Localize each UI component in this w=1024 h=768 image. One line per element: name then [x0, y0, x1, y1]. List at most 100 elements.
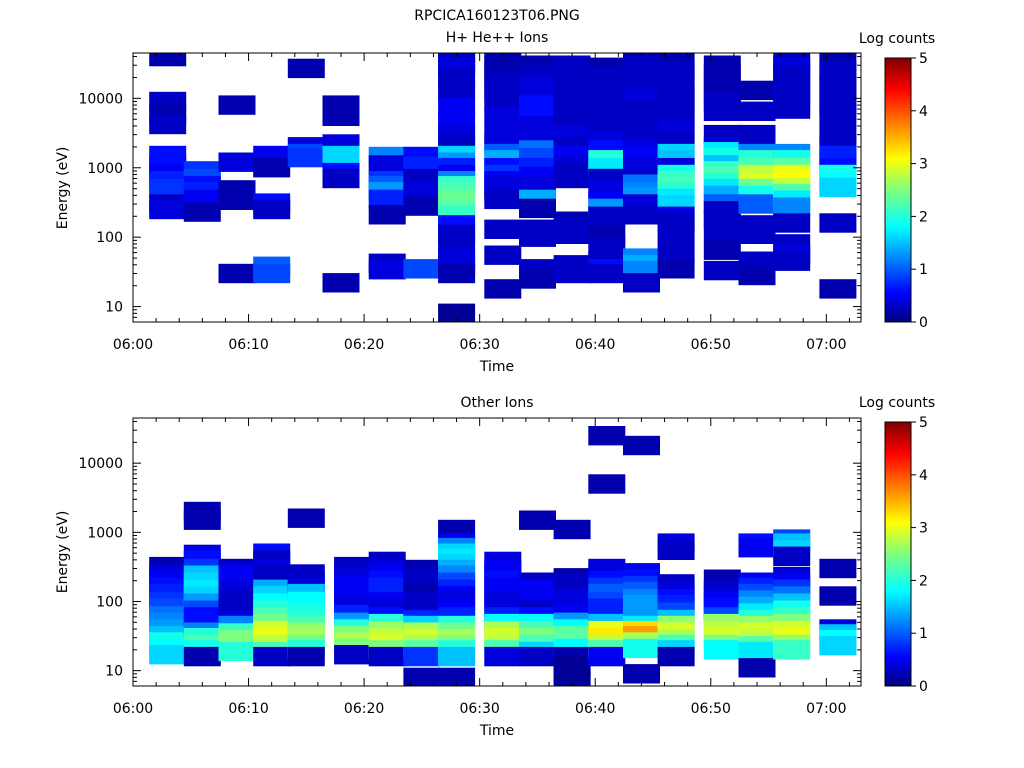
heatmap-cell — [369, 647, 406, 666]
x-tick-label: 06:30 — [459, 701, 499, 717]
y-axis-label: Energy (eV) — [55, 511, 71, 594]
colorbar-label: Log counts — [859, 31, 935, 47]
colorbar-gradient — [885, 58, 911, 322]
x-tick-label: 07:00 — [806, 337, 846, 353]
x-tick-label: 06:50 — [691, 701, 731, 717]
heatmap-cell — [219, 191, 256, 210]
y-tick-label: 1000 — [87, 161, 123, 177]
colorbar-tick-label: 3 — [919, 521, 928, 537]
colorbar-tick-label: 1 — [919, 262, 928, 278]
heatmap-cell — [253, 264, 290, 283]
heatmap-cell — [288, 59, 325, 78]
colorbar-tick-label: 1 — [919, 626, 928, 642]
heatmap-cells — [149, 426, 856, 686]
x-tick-label: 06:40 — [575, 701, 615, 717]
heatmap-cell — [623, 664, 660, 683]
heatmap-cell — [739, 266, 776, 285]
heatmap-cell — [588, 426, 625, 445]
heatmap-cell — [773, 547, 810, 566]
heatmap-cell — [819, 178, 856, 197]
y-tick-label: 10000 — [78, 456, 123, 472]
heatmap-cell — [484, 246, 521, 265]
heatmap-cell — [323, 146, 360, 165]
x-tick-label: 06:00 — [113, 337, 153, 353]
heatmap-cell — [219, 642, 256, 661]
colorbar: Log counts 012345 — [859, 31, 935, 331]
heatmap-cell — [149, 53, 186, 66]
heatmap-cell — [438, 647, 475, 666]
heatmap-cell — [519, 511, 556, 530]
heatmap-cell — [519, 269, 556, 288]
heatmap-cell — [403, 592, 440, 611]
x-tick-label: 06:50 — [691, 337, 731, 353]
heatmap-cell — [484, 107, 521, 126]
colorbar-ticks: 012345 — [911, 51, 928, 331]
heatmap-cell — [369, 260, 406, 279]
heatmap-cell — [819, 279, 856, 298]
heatmap-cell — [288, 647, 325, 666]
heatmap-cell — [288, 148, 325, 167]
heatmap-cell — [253, 200, 290, 219]
heatmap-cell — [739, 658, 776, 677]
figure-title: RPCICA160123T06.PNG — [414, 8, 579, 24]
heatmap-cell — [149, 115, 186, 134]
y-tick-label: 10 — [105, 300, 123, 316]
heatmap-cell — [484, 220, 521, 239]
heatmap-cell — [739, 225, 776, 244]
heatmap-cell — [149, 645, 186, 664]
heatmap-cell — [438, 81, 475, 100]
heatmap-cell — [739, 125, 776, 144]
colorbar: Log counts 012345 — [859, 395, 935, 695]
heatmap-cell — [658, 259, 695, 278]
heatmap-cell — [773, 99, 810, 118]
heatmap-cell — [658, 647, 695, 666]
y-tick-label: 1000 — [87, 525, 123, 541]
heatmap-cell — [704, 102, 741, 121]
heatmap-cell — [253, 647, 290, 666]
heatmap-cell — [219, 264, 256, 283]
colorbar-tick-label: 0 — [919, 315, 928, 331]
heatmap-cell — [149, 200, 186, 219]
heatmap-cell — [739, 102, 776, 121]
heatmap-cell — [588, 264, 625, 283]
heatmap-cell — [623, 273, 660, 292]
x-axis-label: Time — [479, 359, 514, 375]
heatmap-cell — [323, 169, 360, 188]
heatmap-cell — [658, 541, 695, 560]
panel-title: Other Ions — [460, 395, 533, 411]
heatmap-cell — [588, 647, 625, 666]
colorbar-tick-label: 3 — [919, 157, 928, 173]
x-tick-label: 06:40 — [575, 337, 615, 353]
heatmap-cell — [403, 647, 440, 666]
heatmap-cell — [554, 169, 591, 188]
heatmap-cell — [219, 95, 256, 114]
heatmap-cell — [519, 228, 556, 247]
x-tick-label: 06:00 — [113, 701, 153, 717]
heatmap-cell — [704, 640, 741, 659]
colorbar-tick-label: 2 — [919, 209, 928, 225]
colorbar-tick-label: 0 — [919, 679, 928, 695]
panel-title: H+ He++ Ions — [446, 30, 549, 46]
colorbar-tick-label: 4 — [919, 468, 928, 484]
x-tick-label: 06:10 — [228, 701, 268, 717]
heatmap-cell — [739, 81, 776, 100]
heatmap-cell — [739, 538, 776, 557]
heatmap-cell — [184, 202, 221, 221]
heatmap-cell — [438, 264, 475, 283]
x-tick-label: 06:30 — [459, 337, 499, 353]
panel-h-he-ions: H+ He++ Ions 06:0006:1006:2006:3006:4006… — [55, 30, 935, 375]
heatmap-cell — [369, 205, 406, 224]
heatmap-cell — [484, 279, 521, 298]
heatmap-cell — [773, 640, 810, 659]
colorbar-tick-label: 4 — [919, 104, 928, 120]
figure: RPCICA160123T06.PNG H+ He++ Ions 06:00 06… — [0, 0, 1024, 768]
heatmap-cell — [403, 196, 440, 215]
colorbar-gradient — [885, 422, 911, 686]
heatmap-cell — [623, 436, 660, 455]
heatmap-cell — [704, 261, 741, 280]
heatmap-cell — [554, 225, 591, 244]
x-tick-label: 06:20 — [344, 701, 384, 717]
heatmap-cell — [819, 586, 856, 605]
heatmap-cell — [623, 205, 660, 224]
heatmap-cell — [773, 213, 810, 232]
